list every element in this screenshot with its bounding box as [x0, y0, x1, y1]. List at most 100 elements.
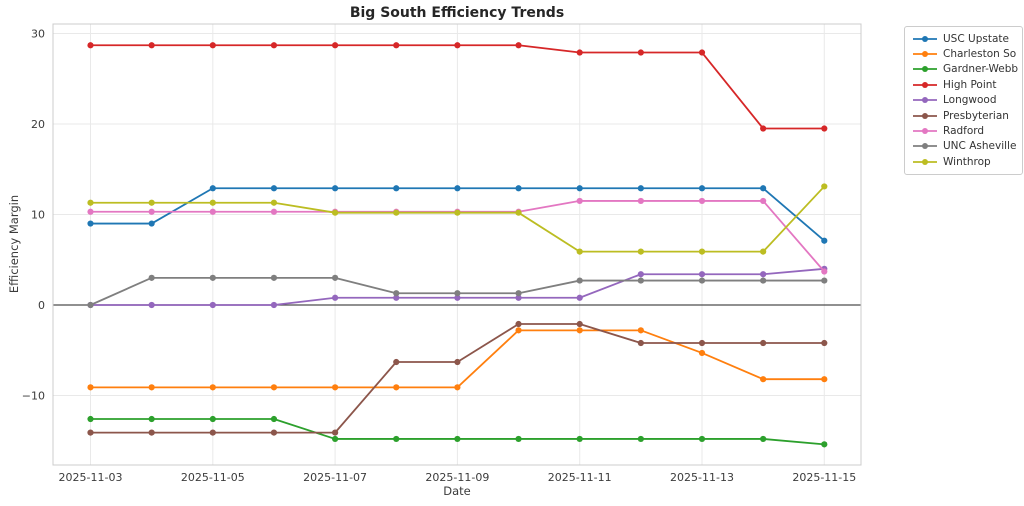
series-point-winthrop: [270, 199, 278, 206]
legend-item-radford: Radford: [912, 123, 1016, 138]
series-point-unc-asheville: [332, 274, 339, 281]
series-point-unc-asheville: [270, 274, 278, 281]
series-point-gardner-webb: [760, 435, 767, 443]
series-point-high-point: [209, 42, 216, 49]
series-point-longwood: [270, 301, 278, 309]
series-point-unc-asheville: [393, 290, 400, 297]
series-point-winthrop: [393, 209, 400, 216]
series-point-charleston-so: [760, 376, 767, 383]
series-point-winthrop: [576, 248, 583, 255]
legend-label: UNC Asheville: [943, 140, 1017, 153]
series-point-usc-upstate: [698, 185, 706, 192]
series-point-winthrop: [209, 199, 216, 206]
series-point-high-point: [637, 49, 644, 56]
series-point-radford: [270, 208, 278, 215]
series-point-radford: [209, 208, 216, 215]
series-point-high-point: [270, 42, 278, 49]
legend-label: Gardner-Webb: [943, 63, 1019, 76]
x-tick-label: 2025-11-15: [792, 471, 856, 484]
legend-marker-presbyterian: [913, 112, 937, 119]
series-point-usc-upstate: [393, 185, 400, 192]
legend-item-unc-asheville: UNC Asheville: [912, 139, 1016, 154]
legend-item-usc-upstate: USC Upstate: [912, 31, 1016, 46]
y-tick-label: 0: [38, 299, 45, 312]
series-point-charleston-so: [515, 327, 522, 334]
plot-spines: [52, 23, 862, 466]
series-point-longwood: [393, 294, 400, 301]
series-point-charleston-so: [332, 384, 339, 391]
legend-label: Charleston So: [943, 48, 1017, 61]
series-point-presbyterian: [270, 429, 278, 436]
series-point-high-point: [576, 49, 583, 56]
y-axis-label: Efficiency Margin: [7, 194, 21, 294]
series-point-presbyterian: [515, 320, 522, 328]
series-point-radford: [821, 268, 828, 275]
series-point-winthrop: [332, 209, 339, 216]
series-point-gardner-webb: [332, 435, 339, 443]
legend-item-longwood: Longwood: [912, 93, 1016, 108]
series-point-usc-upstate: [270, 185, 278, 192]
legend-marker-high-point: [913, 81, 937, 88]
series-point-usc-upstate: [87, 220, 94, 227]
series-point-gardner-webb: [576, 435, 583, 443]
series-point-gardner-webb: [454, 435, 461, 443]
series-point-presbyterian: [393, 358, 400, 366]
legend-item-presbyterian: Presbyterian: [912, 108, 1016, 123]
series-point-unc-asheville: [209, 274, 216, 281]
series-point-gardner-webb: [698, 435, 706, 443]
series-point-presbyterian: [87, 429, 94, 436]
series-point-gardner-webb: [148, 415, 155, 423]
series-point-high-point: [821, 125, 828, 132]
legend-label: Radford: [943, 125, 985, 138]
series-point-winthrop: [698, 248, 706, 255]
series-point-high-point: [87, 42, 94, 49]
series-point-longwood: [332, 294, 339, 301]
series-point-presbyterian: [576, 320, 583, 328]
series-point-charleston-so: [637, 327, 644, 334]
series-point-gardner-webb: [87, 415, 94, 423]
series-point-gardner-webb: [821, 441, 828, 448]
series-point-usc-upstate: [637, 185, 644, 192]
series-point-longwood: [454, 294, 461, 301]
series-point-unc-asheville: [760, 277, 767, 284]
series-point-radford: [637, 197, 644, 205]
series-point-radford: [576, 197, 583, 205]
x-tick-label: 2025-11-09: [425, 471, 489, 484]
series-point-unc-asheville: [576, 277, 583, 284]
series-point-presbyterian: [209, 429, 216, 436]
legend-marker-radford: [913, 128, 937, 135]
series-point-charleston-so: [209, 384, 216, 391]
y-tick-label: 20: [31, 118, 45, 131]
series-point-high-point: [148, 42, 155, 49]
series-point-usc-upstate: [454, 185, 461, 192]
series-point-charleston-so: [148, 384, 155, 391]
series-point-winthrop: [821, 183, 828, 190]
series-point-longwood: [209, 301, 216, 309]
series-point-presbyterian: [637, 339, 644, 347]
series-point-usc-upstate: [148, 220, 155, 227]
series-point-radford: [760, 197, 767, 205]
series-point-charleston-so: [87, 384, 94, 391]
series-point-unc-asheville: [515, 290, 522, 297]
legend-label: Longwood: [943, 94, 997, 107]
series-point-high-point: [454, 42, 461, 49]
legend-label: Presbyterian: [943, 109, 1009, 122]
legend-item-charleston-so: Charleston So: [912, 46, 1016, 61]
series-point-presbyterian: [821, 339, 828, 347]
legend-item-high-point: High Point: [912, 77, 1016, 92]
series-point-longwood: [515, 294, 522, 301]
series-point-high-point: [515, 42, 522, 49]
series-point-gardner-webb: [209, 415, 216, 423]
legend-label: USC Upstate: [943, 32, 1009, 45]
chart-title: Big South Efficiency Trends: [349, 5, 565, 21]
series-point-charleston-so: [454, 384, 461, 391]
series-point-gardner-webb: [393, 435, 400, 443]
series-point-charleston-so: [821, 376, 828, 383]
y-tick-label: 30: [31, 27, 45, 40]
series-point-usc-upstate: [821, 237, 828, 244]
legend-marker-winthrop: [913, 158, 937, 165]
series-point-gardner-webb: [270, 415, 278, 423]
x-tick-label: 2025-11-13: [670, 471, 734, 484]
series-point-presbyterian: [760, 339, 767, 347]
series-point-gardner-webb: [637, 435, 644, 443]
